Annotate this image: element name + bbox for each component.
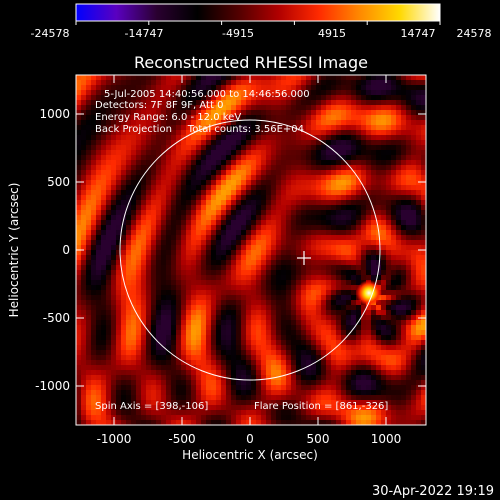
flare-source bbox=[356, 280, 382, 306]
colorbar-gradient bbox=[75, 3, 441, 22]
colorbar-tick-label: -24578 bbox=[31, 27, 70, 40]
x-axis-ticks bbox=[113, 75, 387, 425]
solar-limb bbox=[119, 119, 381, 381]
y-axis-title: Heliocentric Y (arcsec) bbox=[7, 183, 21, 318]
spin-axis-label: Spin Axis = [398,-106] bbox=[95, 401, 208, 412]
x-tick-label: 1000 bbox=[371, 432, 402, 446]
flare-position-label: Flare Position = [861,-326] bbox=[254, 401, 388, 412]
energy-range-label: Energy Range: 6.0 - 12.0 keV bbox=[95, 112, 241, 123]
colorbar-ticks bbox=[75, 21, 441, 25]
method-counts-label: Back Projection Total counts: 3.56E+04 bbox=[95, 124, 304, 135]
colorbar-tick-label: -14747 bbox=[125, 27, 164, 40]
y-tick-label: 500 bbox=[47, 175, 70, 189]
colorbar: -24578 -14747 -4915 4915 14747 24578 bbox=[31, 3, 492, 40]
detectors-label: Detectors: 7F 8F 9F, Att 0 bbox=[95, 100, 223, 111]
y-tick-label: -500 bbox=[43, 311, 70, 325]
colorbar-tick-label: 14747 bbox=[401, 27, 436, 40]
colorbar-tick-label: 24578 bbox=[457, 27, 492, 40]
y-tick-label: 1000 bbox=[39, 107, 70, 121]
x-tick-label: -1000 bbox=[97, 432, 132, 446]
time-range-label: 5-Jul-2005 14:40:56.000 to 14:46:56.000 bbox=[104, 89, 310, 100]
colorbar-tick-label: -4915 bbox=[222, 27, 254, 40]
image-plot: 5-Jul-2005 14:40:56.000 to 14:46:56.000 … bbox=[75, 74, 427, 426]
plot-title: Reconstructed RHESSI Image bbox=[134, 53, 368, 72]
footer-timestamp: 30-Apr-2022 19:19 bbox=[372, 484, 494, 499]
y-tick-label: -1000 bbox=[35, 379, 70, 393]
heatmap-image bbox=[76, 75, 426, 425]
y-axis-ticks bbox=[76, 113, 426, 387]
x-tick-label: 500 bbox=[307, 432, 330, 446]
x-tick-label: -500 bbox=[168, 432, 195, 446]
colorbar-tick-label: 4915 bbox=[318, 27, 346, 40]
spin-axis-marker bbox=[297, 251, 311, 265]
y-tick-label: 0 bbox=[62, 243, 70, 257]
x-tick-label: 0 bbox=[246, 432, 254, 446]
x-axis-title: Heliocentric X (arcsec) bbox=[182, 448, 318, 462]
